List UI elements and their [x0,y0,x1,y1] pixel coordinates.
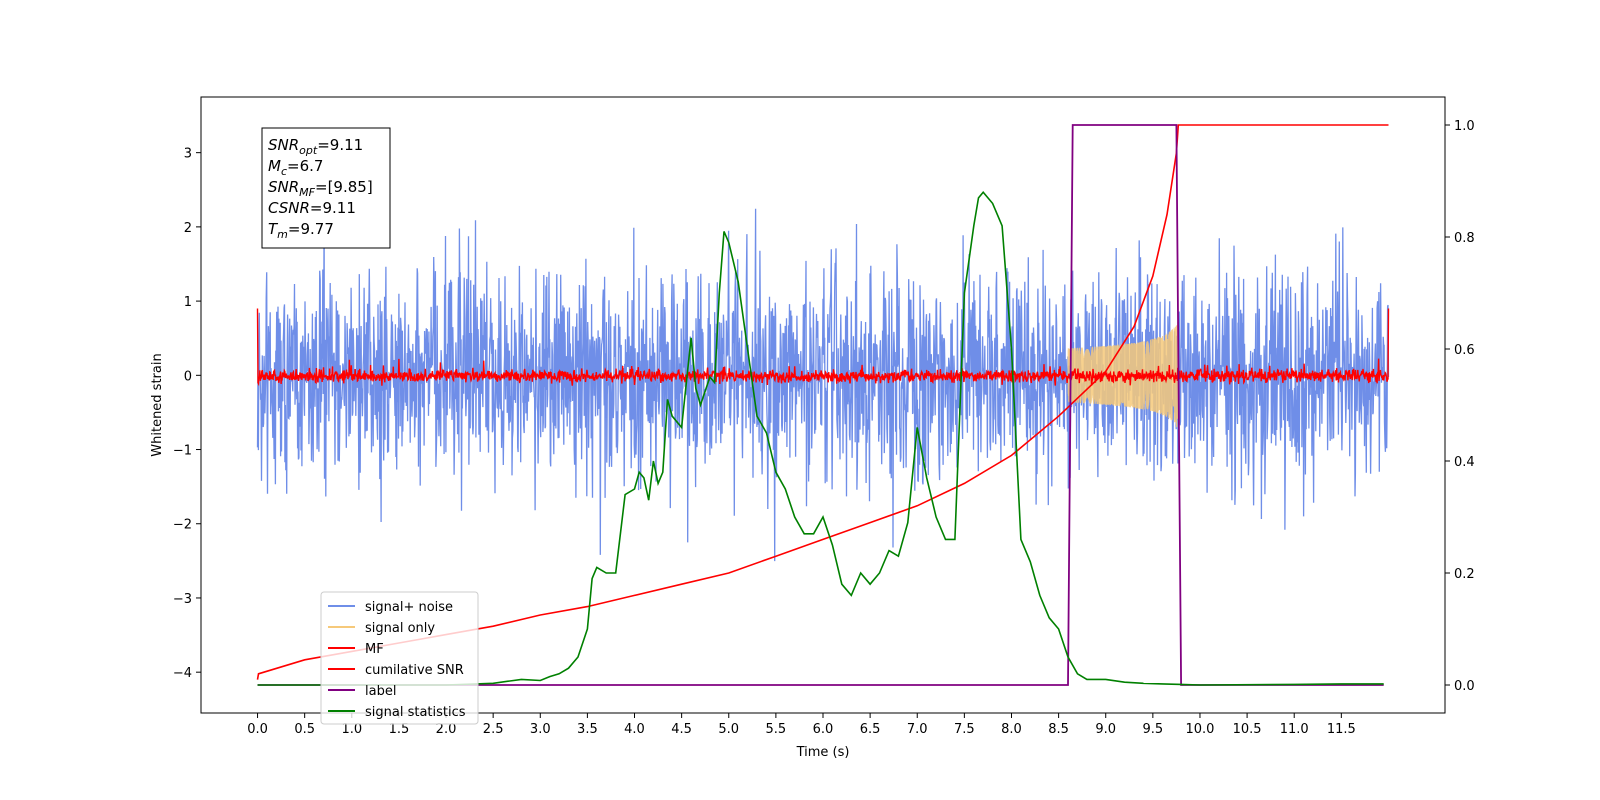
annotation-symbol: SNR [268,178,299,196]
annotation-line: CSNR=9.11 [268,199,356,217]
y-tick-label-left: 1 [184,295,192,310]
x-tick-label: 10.0 [1185,722,1214,737]
annotation-subscript: opt [299,144,318,157]
x-tick-label: 5.5 [766,722,787,737]
annotation-line: SNRMF=[9.85] [268,178,373,199]
annotation-value: =6.7 [287,157,323,175]
x-axis-label: Time (s) [796,745,850,760]
x-axis: 0.0 0.5 1.0 1.5 2.0 2.5 3.0 3.5 4.0 4.5 5.0 5.5 6.0 6… [247,713,1356,737]
legend-label: signal+ noise [365,600,453,615]
y-tick-label-right: 1.0 [1454,119,1475,134]
y-tick-label-right: 0.2 [1454,567,1475,582]
y-axis-left: 3 2 1 0 −1 −2 −3 −4 [173,147,201,681]
y-tick-label-left: −4 [173,666,192,681]
x-tick-label: 9.5 [1143,722,1164,737]
x-tick-label: 3.5 [577,722,598,737]
stats-annotation-box: SNRopt=9.11Mc=6.7SNRMF=[9.85]CSNR=9.11Tm… [261,127,391,249]
annotation-subscript: m [277,228,288,241]
x-tick-label: 10.5 [1233,722,1262,737]
annotation-value: =9.11 [317,136,363,154]
annotation-line: SNRopt=9.11 [268,136,363,157]
x-tick-label: 6.0 [813,722,834,737]
x-tick-label: 11.5 [1327,722,1356,737]
series-signal-noise [256,199,1390,562]
annotation-value: =9.11 [310,199,356,217]
annotation-value: =[9.85] [315,178,373,196]
annotation-line: Tm=9.77 [268,220,334,241]
legend: signal+ noise signal only MF cumilative SNR… [320,591,479,725]
y-tick-label-left: −1 [173,444,192,459]
x-tick-label: 0.0 [247,722,268,737]
y-tick-label-left: −3 [173,592,192,607]
annotation-symbol: M [268,157,281,175]
annotation-subscript: c [281,165,287,178]
x-tick-label: 3.0 [530,722,551,737]
x-tick-label: 4.0 [624,722,645,737]
x-tick-label: 1.0 [341,722,362,737]
annotation-value: =9.77 [288,220,334,238]
series-mf [256,308,1390,387]
y-tick-label-right: 0.4 [1454,455,1475,470]
legend-label: MF [365,642,384,657]
legend-frame [320,591,479,725]
annotation-subscript: MF [299,186,315,199]
y-tick-label-left: 2 [184,221,192,236]
x-tick-label: 9.0 [1095,722,1116,737]
x-tick-label: 4.5 [671,722,692,737]
annotation-frame [261,127,391,249]
y-tick-label-left: −2 [173,518,192,533]
x-tick-label: 11.0 [1280,722,1309,737]
legend-label: signal statistics [365,705,466,720]
annotation-line: Mc=6.7 [268,157,323,178]
x-tick-label: 0.5 [294,722,315,737]
x-tick-label: 7.0 [907,722,928,737]
y-tick-label-left: 3 [184,147,192,162]
y-tick-label-right: 0.6 [1454,343,1475,358]
x-tick-label: 7.5 [954,722,975,737]
y-axis-label: Whitened strain [150,353,165,456]
legend-label: signal only [365,621,435,636]
y-tick-label-left: 0 [184,369,192,384]
y-axis-right: 1.0 0.8 0.6 0.4 0.2 0.0 [1445,119,1475,694]
annotation-symbol: SNR [268,136,299,154]
annotation-symbol: T [268,220,279,238]
series-signal-statistics [257,190,1384,686]
x-tick-label: 6.5 [860,722,881,737]
x-tick-label: 8.0 [1001,722,1022,737]
y-tick-label-right: 0.0 [1454,679,1475,694]
x-tick-label: 2.0 [436,722,457,737]
x-tick-label: 1.5 [389,722,410,737]
x-tick-label: 5.0 [718,722,739,737]
x-tick-label: 8.5 [1048,722,1069,737]
annotation-symbol: CSNR [268,199,310,217]
legend-label: cumilative SNR [365,663,464,678]
legend-label: label [365,684,396,699]
x-tick-label: 2.5 [483,722,504,737]
y-tick-label-right: 0.8 [1454,231,1475,246]
